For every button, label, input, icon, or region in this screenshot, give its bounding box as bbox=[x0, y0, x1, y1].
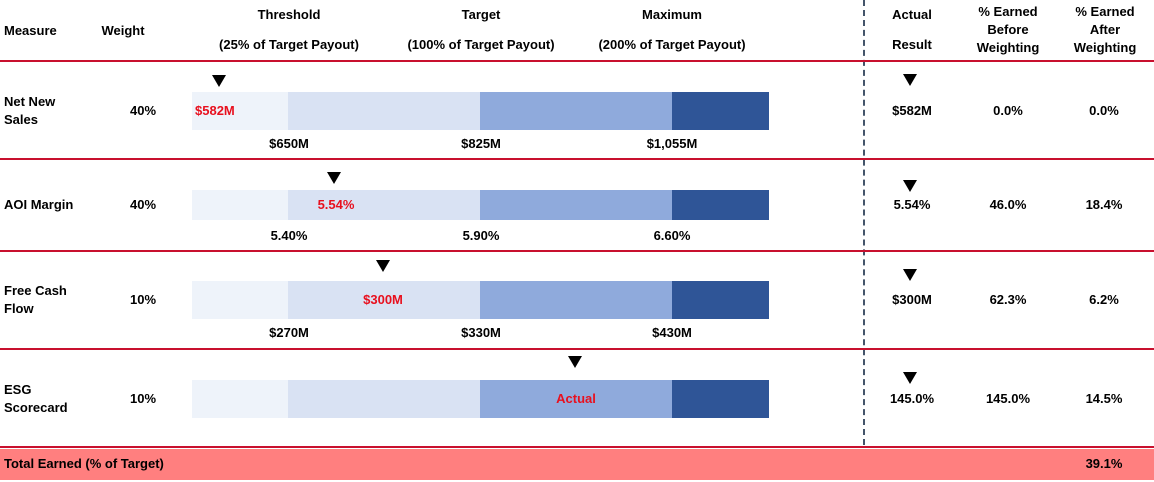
header-text: (200% of Target Payout) bbox=[598, 37, 746, 52]
actual-label: $582M bbox=[195, 103, 235, 118]
bar-segment bbox=[288, 281, 480, 319]
header-text: Threshold bbox=[257, 7, 321, 22]
bar-segment bbox=[192, 380, 288, 418]
bar-segment bbox=[288, 92, 480, 130]
bar-segment bbox=[480, 380, 672, 418]
header-text: % Earned bbox=[978, 4, 1038, 19]
actual-label: Actual bbox=[556, 391, 596, 406]
measure: Scorecard bbox=[4, 400, 68, 415]
marker bbox=[903, 180, 917, 192]
bar-segment bbox=[288, 380, 480, 418]
earned-before: 46.0% bbox=[989, 197, 1027, 212]
actual-result: 5.54% bbox=[893, 197, 931, 212]
measure: ESG bbox=[4, 382, 32, 397]
weight: 40% bbox=[129, 103, 157, 118]
earned-after: 6.2% bbox=[1089, 292, 1119, 307]
level-label: $330M bbox=[461, 325, 501, 340]
marker bbox=[903, 74, 917, 86]
weight: 10% bbox=[129, 292, 157, 307]
actual-result: 145.0% bbox=[889, 391, 935, 406]
actual-label: $300M bbox=[363, 292, 403, 307]
header-text: % Earned bbox=[1075, 4, 1135, 19]
header-text: (100% of Target Payout) bbox=[407, 37, 555, 52]
level-label: $825M bbox=[461, 136, 501, 151]
level-label: $430M bbox=[652, 325, 692, 340]
header-text: Maximum bbox=[642, 7, 702, 22]
measure: Sales bbox=[4, 112, 38, 127]
header-text: After bbox=[1089, 22, 1121, 37]
level-label: 5.90% bbox=[462, 228, 500, 243]
earned-before: 62.3% bbox=[989, 292, 1027, 307]
earned-after: 14.5% bbox=[1085, 391, 1123, 406]
bar-segment bbox=[288, 190, 480, 220]
header-text: Before bbox=[987, 22, 1029, 37]
bar-segment bbox=[672, 380, 769, 418]
total-band bbox=[0, 449, 1154, 480]
marker bbox=[327, 172, 341, 184]
bar-segment bbox=[672, 281, 769, 319]
header-text: (25% of Target Payout) bbox=[219, 37, 359, 52]
bar-segment bbox=[192, 92, 288, 130]
separator bbox=[0, 348, 1154, 350]
weight: 10% bbox=[129, 391, 157, 406]
bar-segment bbox=[480, 92, 672, 130]
header-text: Target bbox=[461, 7, 501, 22]
measure: AOI Margin bbox=[4, 197, 74, 212]
level-label: $270M bbox=[269, 325, 309, 340]
header-text: Weighting bbox=[976, 40, 1040, 55]
separator bbox=[0, 250, 1154, 252]
marker bbox=[568, 356, 582, 368]
weight: 40% bbox=[129, 197, 157, 212]
measure: Free Cash bbox=[4, 283, 67, 298]
header-text: Actual bbox=[892, 7, 932, 22]
total-label: Total Earned (% of Target) bbox=[4, 456, 164, 471]
level-label: 6.60% bbox=[653, 228, 691, 243]
level-label: $1,055M bbox=[646, 136, 698, 151]
header-text: Result bbox=[892, 37, 932, 52]
bar-segment bbox=[480, 281, 672, 319]
actual-result: $300M bbox=[892, 292, 932, 307]
bar-segment bbox=[672, 92, 769, 130]
separator bbox=[0, 158, 1154, 160]
level-label: $650M bbox=[269, 136, 309, 151]
marker bbox=[212, 75, 226, 87]
marker bbox=[903, 269, 917, 281]
header-text: Measure bbox=[4, 23, 57, 38]
bar-segment bbox=[192, 281, 288, 319]
bar-segment bbox=[480, 190, 672, 220]
actual-label: 5.54% bbox=[317, 197, 355, 212]
earned-after: 0.0% bbox=[1089, 103, 1119, 118]
separator bbox=[0, 446, 1154, 448]
earned-before: 0.0% bbox=[993, 103, 1023, 118]
separator bbox=[0, 60, 1154, 62]
total-value: 39.1% bbox=[1085, 456, 1123, 471]
bar-segment bbox=[672, 190, 769, 220]
earned-before: 145.0% bbox=[985, 391, 1031, 406]
level-label: 5.40% bbox=[270, 228, 308, 243]
measure: Net New bbox=[4, 94, 56, 109]
divider bbox=[863, 0, 865, 445]
marker bbox=[903, 372, 917, 384]
measure: Flow bbox=[4, 301, 34, 316]
actual-result: $582M bbox=[892, 103, 932, 118]
header-text: Weighting bbox=[1073, 40, 1137, 55]
earned-after: 18.4% bbox=[1085, 197, 1123, 212]
header-text: Weight bbox=[101, 23, 145, 38]
bar-segment bbox=[192, 190, 288, 220]
marker bbox=[376, 260, 390, 272]
